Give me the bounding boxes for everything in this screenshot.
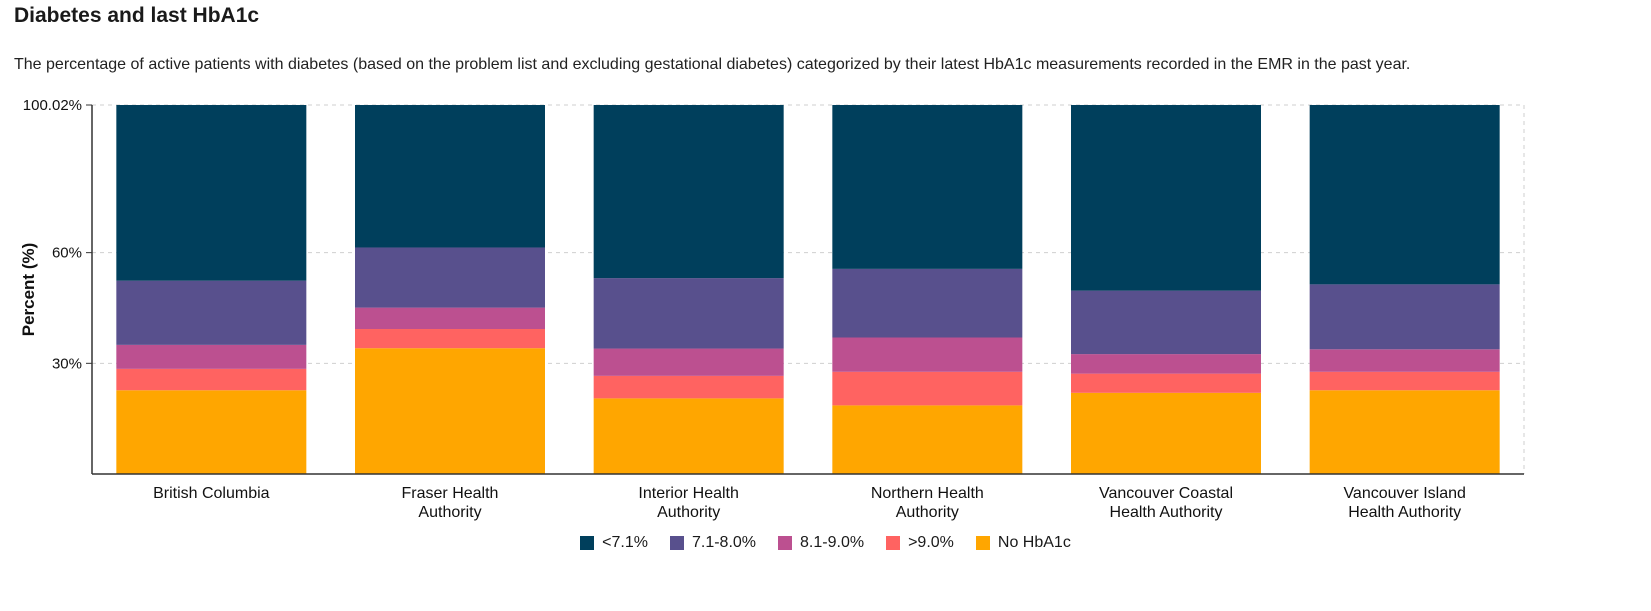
bar-segment — [1071, 392, 1261, 474]
legend-label: No HbA1c — [997, 534, 1071, 551]
legend-label: 8.1-9.0% — [800, 534, 865, 551]
bar-segment — [593, 278, 784, 349]
bar-segment — [1309, 349, 1500, 372]
bar-segment — [1309, 390, 1500, 474]
bar-segment — [593, 105, 784, 279]
x-tick-label: Fraser Health — [402, 485, 499, 502]
chart-title: Diabetes and last HbA1c — [14, 4, 260, 27]
bar-segment — [116, 280, 307, 345]
legend-item[interactable]: No HbA1c — [975, 534, 1071, 552]
bar-segment — [593, 375, 784, 399]
bar-segment — [832, 405, 1023, 474]
y-tick-label: 60% — [52, 245, 82, 262]
x-tick-label: Health Authority — [1348, 504, 1461, 521]
bar-segment — [116, 368, 307, 391]
chart-subtitle: The percentage of active patients with d… — [14, 56, 1411, 73]
bar-segment — [832, 268, 1023, 338]
bar-segment — [116, 344, 307, 369]
x-tick-label: British Columbia — [153, 485, 270, 502]
bar-segment — [355, 329, 545, 349]
x-tick-label: Authority — [896, 504, 959, 521]
legend-label: 7.1-8.0% — [691, 534, 757, 551]
bar-segment — [1309, 284, 1500, 350]
legend-swatch — [669, 536, 684, 550]
bar-segment — [1071, 105, 1261, 291]
y-tick-label: 100.02% — [23, 97, 82, 114]
y-tick-label: 30% — [52, 355, 82, 372]
legend-item[interactable]: 7.1-8.0% — [669, 534, 757, 552]
bar-segment — [116, 105, 307, 281]
x-tick-label: Interior Health — [638, 485, 739, 502]
bar-segment — [1309, 105, 1500, 285]
legend-swatch — [580, 536, 595, 550]
bar-segment — [832, 371, 1023, 406]
x-tick-label: Vancouver Coastal — [1099, 485, 1233, 502]
bar-segment — [593, 398, 784, 474]
bar-segment — [1309, 371, 1500, 391]
bar-segment — [1071, 354, 1261, 374]
y-axis-label: Percent (%) — [19, 243, 38, 337]
bar-segment — [355, 348, 545, 474]
bar-segment — [593, 348, 784, 376]
bar-segment — [355, 247, 545, 308]
x-tick-label: Vancouver Island — [1343, 485, 1465, 502]
legend-label: >9.0% — [908, 534, 954, 551]
x-tick-label: Authority — [657, 504, 720, 521]
bar-segment — [832, 337, 1023, 372]
legend-swatch — [886, 536, 901, 550]
bar-segment — [355, 105, 545, 248]
x-tick-label: Northern Health — [871, 485, 984, 502]
legend-item[interactable]: 8.1-9.0% — [778, 534, 864, 552]
legend-swatch — [975, 536, 990, 550]
bar-segment — [116, 390, 307, 474]
legend-label: <7.1% — [602, 534, 648, 551]
x-tick-label: Health Authority — [1110, 504, 1223, 521]
legend-item[interactable]: <7.1% — [580, 534, 648, 552]
legend-swatch — [778, 536, 793, 550]
bar-segment — [832, 105, 1023, 269]
bar-segment — [1071, 290, 1261, 355]
bar-segment — [355, 307, 545, 330]
bar-segment — [1071, 373, 1261, 393]
x-tick-label: Authority — [418, 504, 481, 521]
chart-legend: <7.1% 7.1-8.0% 8.1-9.0% >9.0% No HbA1c — [0, 534, 1651, 552]
legend-item[interactable]: >9.0% — [886, 534, 954, 552]
